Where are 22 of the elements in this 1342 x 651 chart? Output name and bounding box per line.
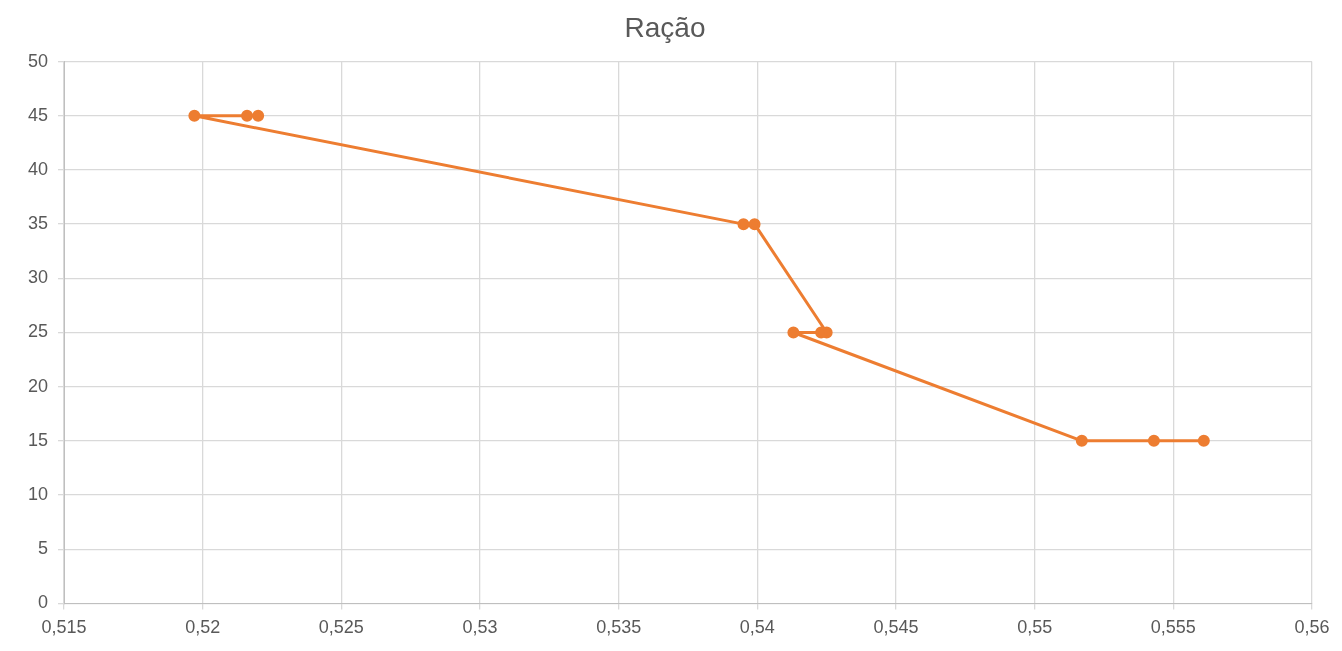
y-tick-label: 20 [27,375,49,396]
y-tick-label: 45 [27,104,49,125]
x-tick-label: 0,52 [185,617,221,638]
y-tick-label: 50 [27,50,49,71]
y-tick-label: 25 [27,321,49,342]
chart-title: Ração [624,11,706,43]
y-tick-label: 35 [27,213,49,234]
y-tick-label: 10 [27,484,49,505]
x-tick-label: 0,55 [1017,617,1053,638]
y-tick-label: 30 [27,267,49,288]
x-tick-label: 0,54 [739,617,775,638]
x-tick-label: 0,555 [1150,617,1196,638]
x-tick-label: 0,545 [873,617,919,638]
x-tick-label: 0,56 [1294,617,1330,638]
y-tick-label: 15 [27,429,49,450]
x-tick-label: 0,53 [462,617,498,638]
x-tick-label: 0,525 [318,617,364,638]
y-tick-label: 5 [38,538,49,559]
x-tick-label: 0,535 [596,617,642,638]
y-tick-label: 40 [27,158,49,179]
x-tick-label: 0,515 [41,617,87,638]
y-tick-label: 0 [38,592,49,613]
